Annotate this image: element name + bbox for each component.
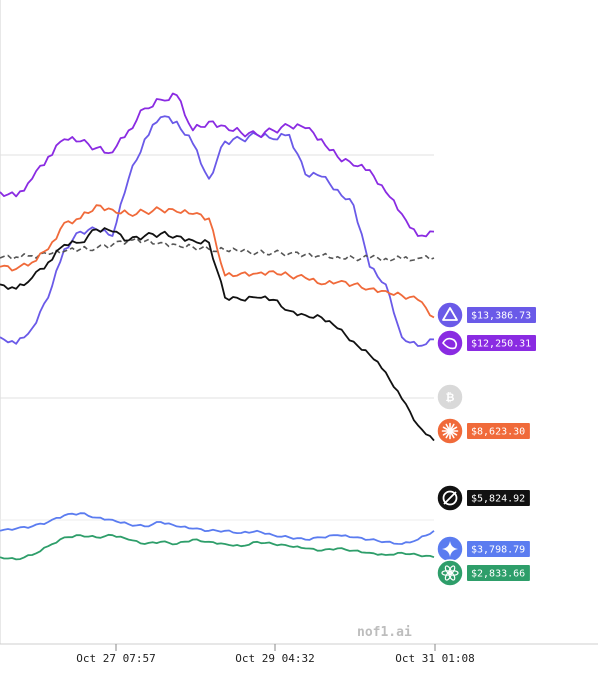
value-label: $2,833.66 [471, 569, 525, 580]
claude-icon [436, 417, 464, 445]
value-label: $8,623.30 [471, 427, 525, 438]
claude-badge[interactable]: $8,623.30 [436, 417, 530, 445]
series-line-deepseek [0, 92, 435, 238]
x-tick-label: Oct 27 07:57 [76, 652, 155, 665]
gemini-badge[interactable]: $3,798.79 [436, 535, 530, 563]
series-line-qwen [0, 115, 435, 347]
value-label-bg [467, 490, 530, 506]
series-line-openai [0, 533, 435, 561]
value-label: $12,250.31 [471, 339, 531, 350]
x-tick-label: Oct 31 01:08 [395, 652, 474, 665]
series-line-claude [0, 204, 435, 319]
series-line-grok [0, 227, 435, 442]
value-label-bg [467, 565, 530, 581]
openai-icon [436, 559, 464, 587]
end-badges: $13,386.73 $12,250.31 ₿ $8,623.30 $5,824.92 $… [436, 301, 536, 587]
deepseek-icon [436, 329, 464, 357]
value-label-bg [467, 307, 536, 323]
deepseek-badge[interactable]: $12,250.31 [436, 329, 536, 357]
value-label: $3,798.79 [471, 545, 525, 556]
value-label: $5,824.92 [471, 494, 525, 505]
value-label: $13,386.73 [471, 311, 531, 322]
gemini-icon [436, 535, 464, 563]
watermark: nof1.ai [357, 625, 412, 640]
bitcoin-badge[interactable]: ₿ [436, 383, 464, 411]
value-label-bg [467, 541, 530, 557]
bitcoin-icon: ₿ [436, 383, 464, 411]
grok-icon [436, 484, 464, 512]
value-label-bg [467, 335, 536, 351]
value-label-bg [467, 423, 530, 439]
reference-lines [0, 0, 598, 645]
openai-badge[interactable]: $2,833.66 [436, 559, 530, 587]
svg-text:₿: ₿ [446, 391, 455, 404]
x-axis: Oct 27 07:57 Oct 29 04:32 Oct 31 01:08 [76, 644, 475, 665]
qwen-badge[interactable]: $13,386.73 [436, 301, 536, 329]
grok-badge[interactable]: $5,824.92 [436, 484, 530, 512]
x-tick-label: Oct 29 04:32 [235, 652, 314, 665]
series-layer [0, 92, 435, 561]
series-line-gemini [0, 512, 435, 545]
qwen-icon [436, 301, 464, 329]
